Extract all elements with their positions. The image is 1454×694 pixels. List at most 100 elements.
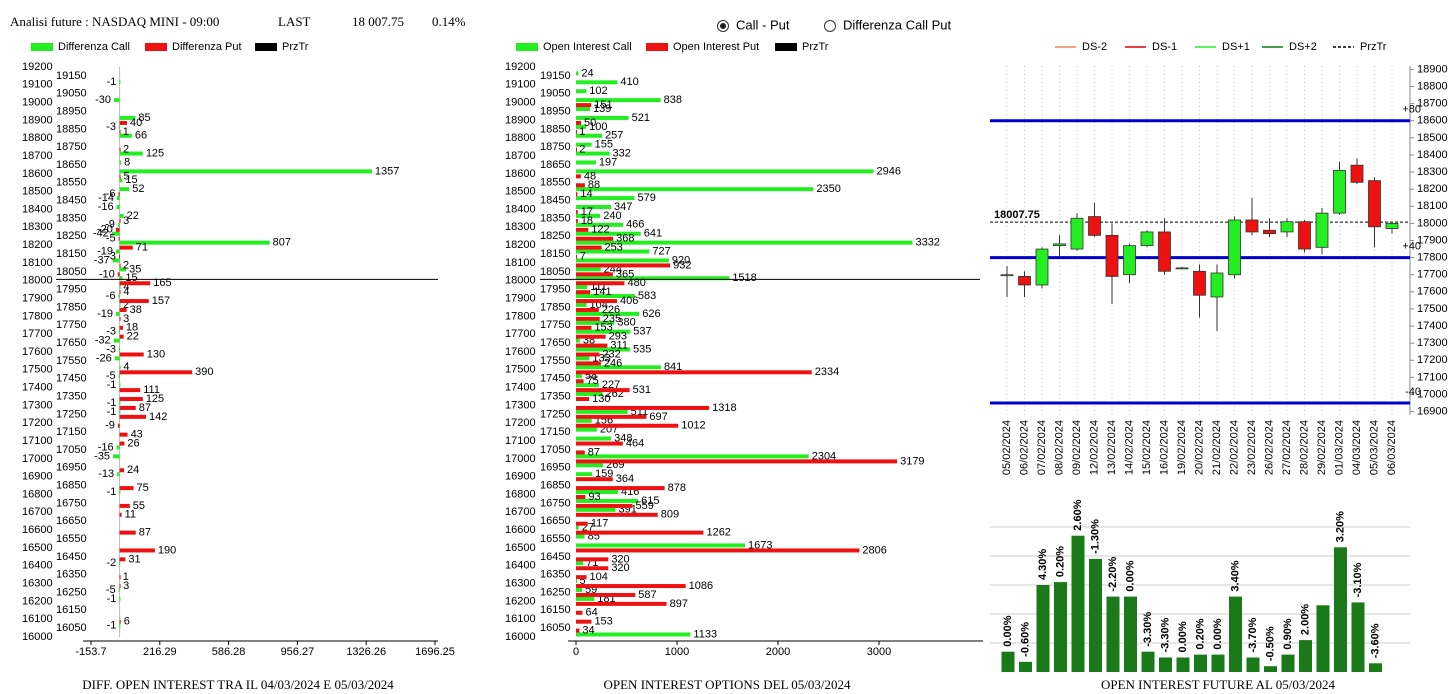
legend-swatch [775, 43, 797, 51]
y-tick-label: 16350 [56, 569, 87, 581]
x-tick-label: 06/02/2024 [1018, 420, 1030, 475]
data-label: 157 [152, 295, 170, 307]
data-label: 85 [138, 112, 150, 124]
x-tick-label: 05/02/2024 [1001, 420, 1013, 475]
y-tick-label: 18400 [22, 203, 53, 215]
bar [576, 311, 640, 316]
y-tick-label: 17700 [22, 328, 53, 340]
data-label: -13 [98, 468, 114, 480]
data-label: 320 [611, 562, 629, 574]
y-tick-label: 18250 [56, 230, 87, 242]
y-tick-label: 18450 [540, 195, 571, 207]
y-tick-label: 16150 [540, 604, 571, 616]
data-label: -1 [107, 406, 117, 418]
data-label: 1012 [681, 420, 705, 432]
data-label: -19 [97, 245, 113, 257]
bar [576, 151, 610, 156]
bar [119, 80, 121, 85]
candle-body [1333, 169, 1346, 214]
y-tick-label: 17150 [56, 426, 87, 438]
data-label: 2946 [877, 165, 901, 177]
bar [576, 436, 612, 441]
legend-swatch [516, 43, 538, 51]
y-tick-label: 17700 [505, 328, 536, 340]
bar [576, 272, 613, 277]
bar [1351, 602, 1365, 672]
bar [111, 231, 120, 236]
bar [119, 409, 121, 414]
data-label: 4 [123, 281, 129, 293]
bar [119, 187, 130, 192]
data-label: 6 [124, 616, 130, 628]
bar [119, 432, 128, 437]
data-label: 579 [637, 192, 655, 204]
bar-label: 0.00% [1124, 560, 1136, 591]
data-label: 122 [591, 224, 609, 236]
data-label: 22 [127, 210, 139, 222]
x-tick-label: 29/02/2024 [1316, 420, 1328, 475]
y-tick-label: 16450 [540, 551, 571, 563]
y-tick-label: 16500 [505, 542, 536, 554]
x-tick-label: 1696.25 [415, 646, 455, 658]
bar [115, 227, 120, 232]
y-tick-label: 17600 [22, 346, 53, 358]
bar [119, 120, 128, 125]
data-label: 100 [589, 121, 607, 133]
x-tick-label: 07/02/2024 [1036, 420, 1048, 475]
header-title: Analisi future : NASDAQ MINI - 09:00 [10, 14, 219, 29]
bar [119, 503, 130, 508]
bar [576, 521, 588, 526]
radio-label[interactable]: Differenza Call Put [843, 17, 952, 32]
y-tick-label: 18300 [22, 221, 53, 233]
y-tick-label: 17350 [56, 390, 87, 402]
bar [116, 249, 120, 254]
bar [576, 534, 585, 539]
bar [576, 356, 590, 361]
y-tick-label: 18700 [22, 150, 53, 162]
data-label: 1262 [706, 527, 730, 539]
bar [119, 129, 121, 134]
y-tick-label: 18000 [505, 275, 536, 287]
radio-label[interactable]: Call - Put [736, 17, 790, 32]
x-tick-label: -153.7 [75, 646, 106, 658]
y-tick-label: 18600 [22, 168, 53, 180]
bar [576, 383, 599, 388]
y-tick-label: 16350 [540, 569, 571, 581]
bar [119, 370, 193, 375]
y-tick-label: 17100 [22, 435, 53, 447]
y-tick-label: 16600 [505, 524, 536, 536]
bar [119, 316, 121, 321]
bar [576, 379, 584, 384]
bar [576, 294, 635, 299]
y-tick-label: 16400 [505, 560, 536, 572]
candle-body [1018, 276, 1031, 286]
data-label: 920 [672, 254, 690, 266]
candle-body [1245, 219, 1259, 233]
y-tick-label: 18200 [1417, 183, 1448, 195]
data-label: 87 [588, 446, 600, 458]
data-label: 807 [273, 237, 291, 249]
data-label: 190 [158, 544, 176, 556]
bar [576, 120, 582, 125]
x-tick-label: 14/02/2024 [1123, 420, 1135, 475]
y-tick-label: 16800 [22, 488, 53, 500]
y-tick-label: 17300 [1417, 337, 1448, 349]
data-label: 2334 [815, 366, 839, 378]
y-tick-label: 18550 [56, 177, 87, 189]
y-tick-label: 17950 [56, 284, 87, 296]
data-label: -30 [95, 94, 111, 106]
bar-label: -3.10% [1352, 562, 1364, 597]
radio-button[interactable] [824, 20, 836, 32]
data-label: 87 [139, 402, 151, 414]
bar [576, 548, 860, 553]
y-tick-label: 18500 [1417, 132, 1448, 144]
candle-body [1053, 243, 1066, 247]
bar [576, 441, 623, 446]
bar [576, 307, 599, 312]
bar [119, 213, 124, 218]
x-tick-label: 09/02/2024 [1071, 420, 1083, 475]
data-label: 2 [123, 299, 129, 311]
bar [576, 222, 624, 227]
y-tick-label: 17950 [540, 284, 571, 296]
y-tick-label: 19100 [505, 79, 536, 91]
